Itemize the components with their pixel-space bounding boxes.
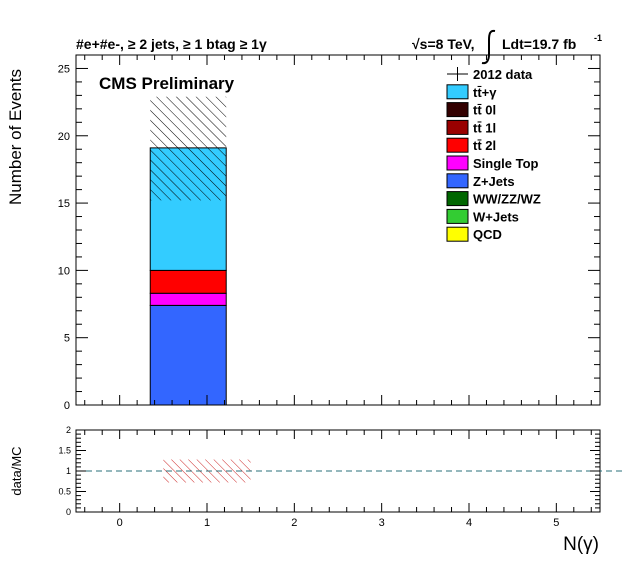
x-tick-label: 3 bbox=[379, 517, 385, 529]
legend-swatch bbox=[446, 208, 469, 224]
ratio-axes: 0 0.5 1 1.5 2 bbox=[58, 425, 600, 517]
bar-single-top bbox=[149, 292, 227, 306]
legend-swatch bbox=[446, 191, 469, 207]
y-axis-label: Number of Events bbox=[6, 69, 25, 205]
legend-swatch bbox=[446, 137, 469, 153]
uncertainty-band bbox=[150, 96, 227, 201]
bar-z-jets bbox=[149, 304, 227, 406]
header-left: #e+#e-, ≥ 2 jets, ≥ 1 btag ≥ 1γ bbox=[76, 36, 267, 52]
y-tick-label: 10 bbox=[58, 265, 70, 277]
ratio-y-tick-label: 2 bbox=[66, 425, 71, 435]
legend-swatch bbox=[446, 173, 469, 189]
legend-swatch bbox=[446, 102, 469, 118]
legend-swatch bbox=[446, 226, 469, 242]
legend-swatch bbox=[446, 155, 469, 171]
y-tick-label: 25 bbox=[58, 63, 70, 75]
legend-label: tt̄ 2l bbox=[473, 138, 496, 153]
legend-label: 2012 data bbox=[473, 67, 533, 82]
integral-sign-icon bbox=[481, 29, 496, 65]
x-tick-labels: 0 1 2 3 4 5 bbox=[117, 517, 560, 529]
y-tick-label: 15 bbox=[58, 198, 70, 210]
x-tick-label: 4 bbox=[466, 517, 472, 529]
x-tick-label: 2 bbox=[291, 517, 297, 529]
header-energy: √s=8 TeV, bbox=[412, 36, 475, 52]
legend: 2012 data tt̄+γ tt̄ 0l tt̄ 1l tt̄ 2l Single T… bbox=[446, 67, 541, 242]
y-tick-label: 0 bbox=[64, 400, 70, 412]
main-bars bbox=[149, 96, 227, 406]
ratio-y-tick-label: 1 bbox=[66, 466, 71, 476]
legend-label: tt̄ 1l bbox=[473, 120, 496, 135]
ratio-y-tick-label: 0.5 bbox=[58, 487, 71, 497]
ratio-y-tick-label: 0 bbox=[66, 507, 71, 517]
main-axes: 0 5 10 15 20 25 bbox=[58, 54, 600, 412]
ratio-y-tick-label: 1.5 bbox=[58, 446, 71, 456]
legend-label: Z+Jets bbox=[473, 174, 515, 189]
legend-swatch bbox=[446, 84, 469, 100]
ratio-y-axis-label: data/MC bbox=[9, 446, 24, 495]
bar-tt-2l bbox=[149, 269, 227, 294]
x-tick-label: 1 bbox=[204, 517, 210, 529]
x-tick-label: 5 bbox=[553, 517, 559, 529]
legend-label: QCD bbox=[473, 227, 502, 242]
header-lumi: Ldt=19.7 fb bbox=[502, 36, 576, 52]
x-tick-label: 0 bbox=[117, 517, 123, 529]
ratio-content bbox=[76, 459, 626, 483]
header-lumi-exponent: -1 bbox=[594, 33, 602, 43]
legend-label: Single Top bbox=[473, 156, 539, 171]
cms-label: CMS Preliminary bbox=[99, 74, 235, 93]
legend-label: WW/ZZ/WZ bbox=[473, 192, 541, 207]
y-tick-label: 5 bbox=[64, 333, 70, 345]
legend-swatch bbox=[446, 119, 469, 135]
y-tick-label: 20 bbox=[58, 131, 70, 143]
legend-label: W+Jets bbox=[473, 209, 519, 224]
legend-label: tt̄ 0l bbox=[473, 103, 496, 118]
legend-label: tt̄+γ bbox=[473, 85, 497, 100]
x-axis-label: N(γ) bbox=[563, 534, 599, 555]
